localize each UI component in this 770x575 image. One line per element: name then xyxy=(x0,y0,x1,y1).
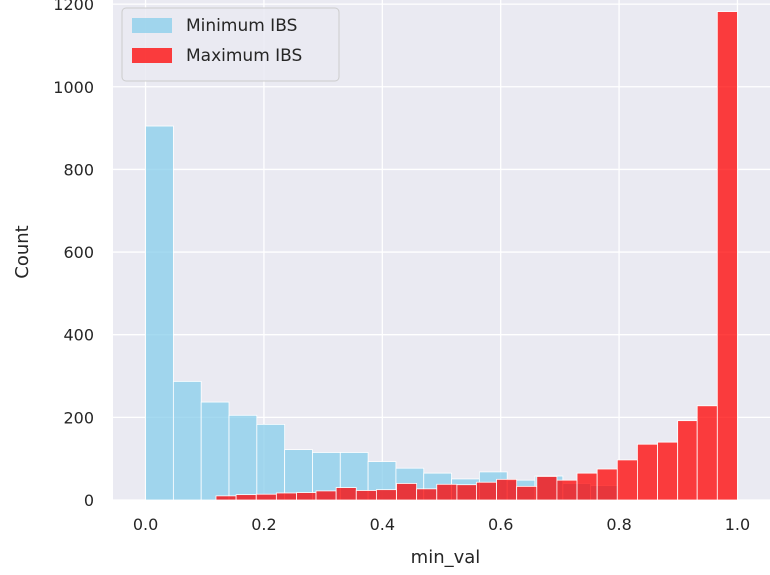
bar-minimum-ibs xyxy=(145,125,174,501)
bar-maximum-ibs xyxy=(616,459,638,501)
legend-swatch-minimum-ibs xyxy=(132,18,172,33)
bar-maximum-ibs xyxy=(696,405,718,501)
bar-maximum-ibs xyxy=(637,443,658,501)
y-tick-label: 800 xyxy=(63,160,94,179)
y-tick-label: 400 xyxy=(63,326,94,345)
bar-maximum-ibs xyxy=(476,481,497,501)
legend-label-minimum-ibs: Minimum IBS xyxy=(186,16,297,36)
bar-maximum-ibs xyxy=(275,492,297,501)
x-tick-labels: 0.0 0.2 0.4 0.6 0.8 1.0 xyxy=(133,515,750,534)
bar-maximum-ibs xyxy=(315,490,337,501)
bar-minimum-ibs xyxy=(284,449,313,501)
bar-maximum-ibs xyxy=(335,487,357,501)
bar-minimum-ibs xyxy=(200,401,230,501)
bar-maximum-ibs xyxy=(576,472,598,501)
y-tick-label: 600 xyxy=(63,243,94,262)
bar-maximum-ibs xyxy=(596,468,618,501)
bar-maximum-ibs xyxy=(536,476,558,501)
bar-maximum-ibs xyxy=(456,484,477,501)
y-tick-label: 1000 xyxy=(53,78,94,97)
legend-label-maximum-ibs: Maximum IBS xyxy=(186,46,302,66)
legend-box xyxy=(121,7,340,82)
bar-maximum-ibs xyxy=(657,441,679,501)
bar-maximum-ibs xyxy=(516,485,538,501)
bar-maximum-ibs xyxy=(215,495,237,501)
bar-maximum-ibs xyxy=(716,11,738,501)
bar-maximum-ibs xyxy=(235,494,257,501)
legend-swatch-maximum-ibs xyxy=(132,48,172,63)
y-tick-label: 0 xyxy=(84,491,94,510)
y-tick-label: 200 xyxy=(63,408,94,427)
x-tick-label: 1.0 xyxy=(725,515,750,534)
bar-maximum-ibs xyxy=(416,488,438,501)
x-axis-label: min_val xyxy=(411,547,481,568)
bar-minimum-ibs xyxy=(228,414,258,501)
x-tick-label: 0.0 xyxy=(133,515,158,534)
x-tick-label: 0.6 xyxy=(488,515,513,534)
bar-maximum-ibs xyxy=(677,420,698,501)
bar-maximum-ibs xyxy=(296,492,317,501)
x-tick-label: 0.8 xyxy=(606,515,631,534)
legend: Minimum IBS Maximum IBS xyxy=(121,7,340,82)
y-tick-labels: 0 200 400 600 800 1000 1200 xyxy=(53,0,94,510)
bar-maximum-ibs xyxy=(375,489,397,501)
y-axis-label: Count xyxy=(12,225,33,278)
bar-maximum-ibs xyxy=(556,479,578,501)
bar-maximum-ibs xyxy=(255,493,277,501)
y-tick-label: 1200 xyxy=(53,0,94,14)
bar-maximum-ibs xyxy=(496,478,518,501)
x-tick-label: 0.2 xyxy=(251,515,276,534)
bar-maximum-ibs xyxy=(436,483,458,501)
bar-maximum-ibs xyxy=(355,490,377,501)
bars xyxy=(145,11,738,501)
bar-minimum-ibs xyxy=(256,423,286,501)
bar-minimum-ibs xyxy=(172,381,202,501)
x-tick-label: 0.4 xyxy=(370,515,395,534)
bar-maximum-ibs xyxy=(396,483,418,501)
